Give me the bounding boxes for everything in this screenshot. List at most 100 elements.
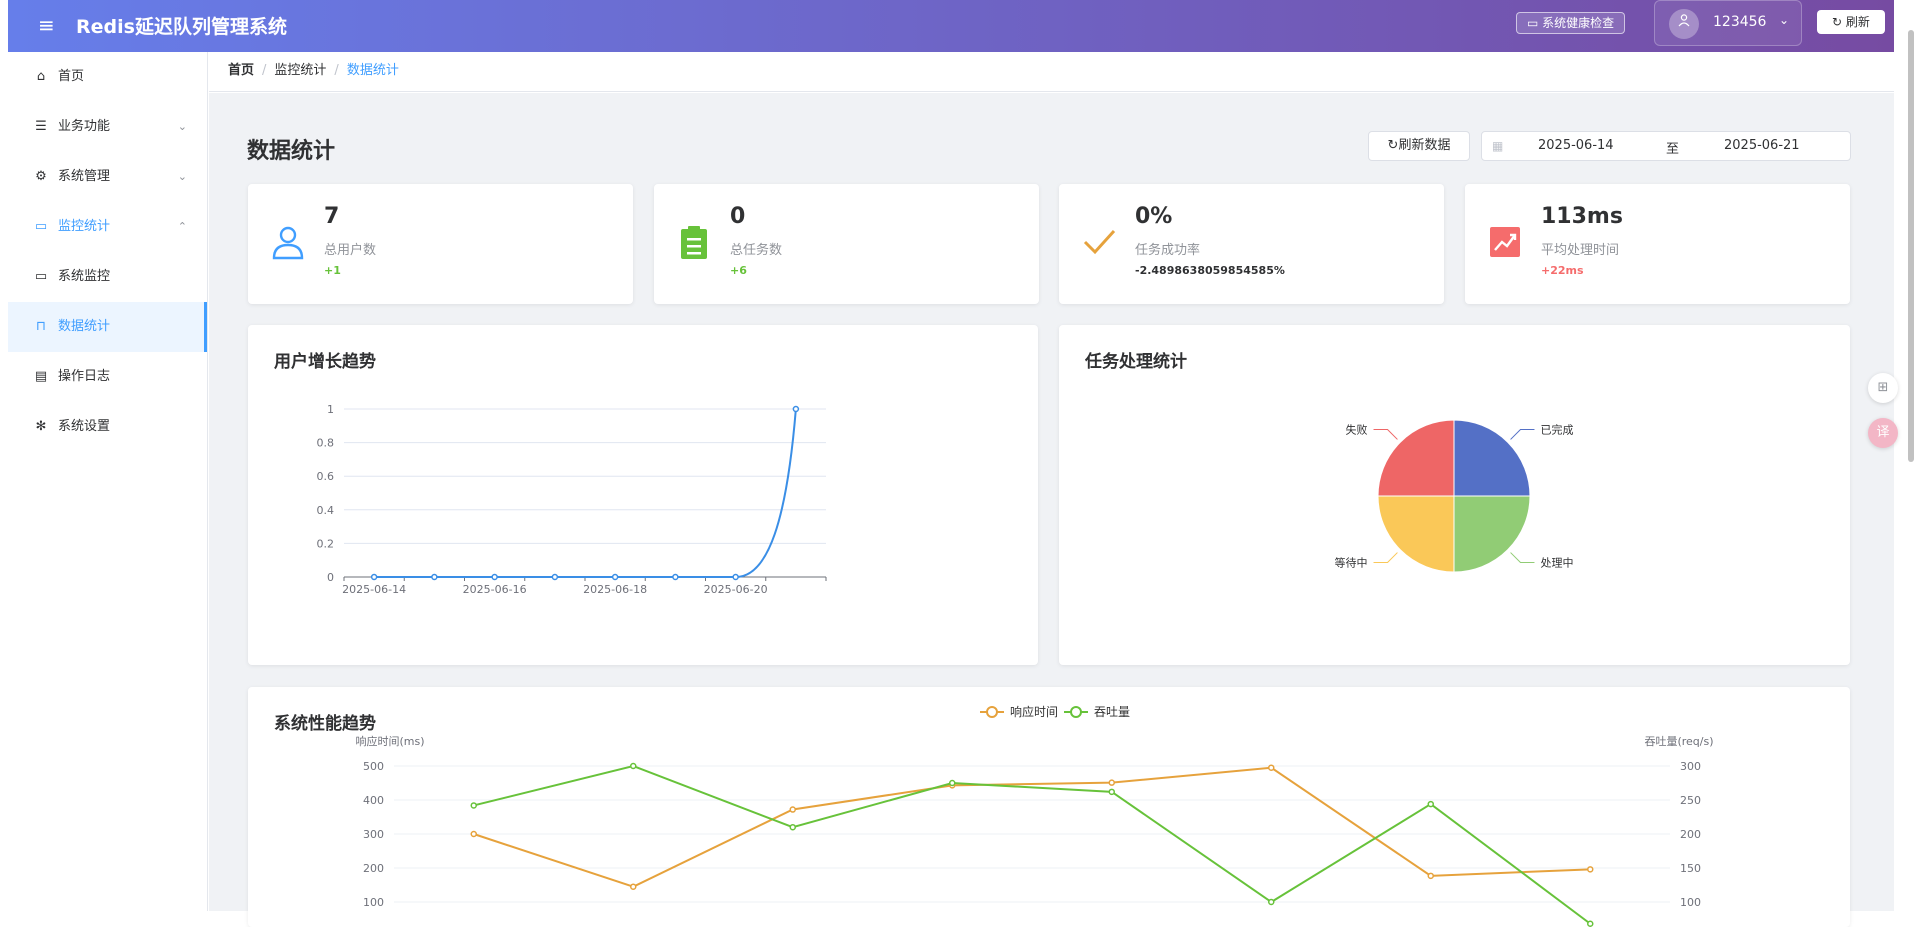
cog-icon: ✻	[35, 419, 47, 434]
x-tick-label: 2025-06-16	[463, 583, 527, 596]
data-point	[1268, 764, 1275, 771]
data-point	[611, 573, 619, 581]
data-point	[491, 573, 498, 581]
sidebar: ⌂ 首页 ☰ 业务功能 ⌄ ⚙ 系统管理 ⌄ ▭ 监控统计 ⌃ ▭ 系统监控 ⊓ 数据统计 …	[8, 52, 208, 911]
reload-data-label: 刷新数据	[1398, 138, 1451, 153]
pie-label-line	[1373, 429, 1398, 440]
data-point	[789, 806, 796, 813]
panel-title: 系统性能趋势	[274, 714, 376, 734]
grid-icon: ⊞	[1877, 380, 1889, 395]
sidebar-item-label: 数据统计	[58, 319, 111, 334]
stat-value: 0	[730, 204, 746, 229]
y-tick-label: 0.8	[317, 437, 335, 450]
stat-label: 任务成功率	[1135, 243, 1201, 258]
y-right-tick-label: 300	[1680, 760, 1701, 773]
stat-value: 113ms	[1541, 204, 1623, 229]
legend-marker	[986, 706, 998, 718]
data-point	[551, 573, 559, 581]
stat-card-avg-time: 113ms 平均处理时间 +22ms	[1465, 184, 1850, 304]
stat-value: 0%	[1135, 204, 1173, 229]
breadcrumb-home[interactable]: 首页	[228, 63, 255, 78]
stat-label: 平均处理时间	[1541, 243, 1620, 258]
data-point	[1587, 866, 1594, 873]
data-point	[370, 573, 378, 581]
performance-chart: 响应时间(ms) 吞吐量(req/s) 100 200 300 400 500 100 150 2…	[355, 704, 1714, 927]
y-left-tick-label: 300	[363, 828, 384, 841]
stat-card-success-rate: 0% 任务成功率 -2.4898638059854585%	[1059, 184, 1444, 304]
home-icon: ⌂	[36, 69, 46, 84]
refresh-button[interactable]: ↻ 刷新	[1817, 10, 1885, 34]
stat-card-users: 7 总用户数 +1	[248, 184, 633, 304]
pie-label: 失败	[1346, 423, 1368, 437]
y-left-tick-label: 400	[363, 794, 384, 807]
breadcrumb-separator: /	[262, 63, 267, 78]
main-content: 数据统计 ↻刷新数据 ▦ 2025-06-14 至 2025-06-21 7 总…	[209, 93, 1894, 927]
stat-change: +1	[324, 264, 341, 277]
date-start[interactable]: 2025-06-14	[1538, 138, 1614, 153]
y-left-tick-label: 500	[363, 760, 384, 773]
sidebar-item-system-settings[interactable]: ✻ 系统设置	[8, 402, 207, 452]
document-icon: ▤	[34, 369, 48, 384]
board-icon: ⊓	[35, 319, 47, 334]
health-check-button[interactable]: ▭ 系统健康检查	[1516, 12, 1626, 34]
sidebar-item-label: 操作日志	[58, 369, 111, 384]
sidebar-item-system-monitor[interactable]: ▭ 系统监控	[8, 252, 207, 302]
monitor-icon: ▭	[34, 219, 48, 234]
breadcrumb: 首页 / 监控统计 / 数据统计	[209, 52, 1894, 92]
data-point	[1587, 920, 1594, 927]
stat-change: -2.4898638059854585%	[1135, 264, 1285, 277]
series-line	[473, 766, 1591, 888]
reload-data-button[interactable]: ↻刷新数据	[1368, 131, 1470, 161]
monitor-icon: ▭	[1527, 16, 1543, 30]
sidebar-item-label: 系统设置	[58, 419, 111, 434]
pie-label-line	[1373, 552, 1398, 563]
sidebar-item-label: 首页	[58, 69, 85, 84]
translate-float-button[interactable]: 译	[1868, 418, 1898, 448]
sliders-icon: ☰	[35, 119, 47, 134]
sidebar-item-system-management[interactable]: ⚙ 系统管理 ⌄	[8, 152, 207, 202]
sidebar-item-operation-log[interactable]: ▤ 操作日志	[8, 352, 207, 402]
apps-float-button[interactable]: ⊞	[1868, 373, 1898, 403]
panel-title: 任务处理统计	[1085, 352, 1187, 372]
y-right-tick-label: 150	[1680, 862, 1701, 875]
chevron-down-icon: ⌄	[1779, 13, 1790, 27]
date-end[interactable]: 2025-06-21	[1724, 138, 1800, 153]
stat-label: 总用户数	[324, 243, 377, 258]
menu-toggle-icon[interactable]: ≡	[38, 13, 55, 37]
series-line	[374, 408, 797, 578]
scrollbar-thumb[interactable]	[1908, 30, 1914, 462]
data-point	[949, 779, 956, 787]
stat-change: +22ms	[1541, 264, 1584, 277]
stat-label: 总任务数	[730, 243, 783, 258]
date-range-picker[interactable]: ▦ 2025-06-14 至 2025-06-21	[1481, 131, 1851, 161]
sidebar-item-monitoring[interactable]: ▭ 监控统计 ⌃	[8, 202, 207, 252]
stat-card-tasks: 0 总任务数 +6	[654, 184, 1039, 304]
user-menu[interactable]: 123456 ⌄	[1654, 0, 1802, 46]
clipboard-icon	[681, 226, 707, 259]
y-left-axis-label: 响应时间(ms)	[355, 734, 424, 748]
check-icon	[1083, 229, 1116, 255]
data-point	[630, 883, 637, 890]
page-title: 数据统计	[247, 139, 336, 164]
data-point	[630, 762, 637, 770]
legend-label: 吞吐量	[1094, 705, 1130, 719]
data-point	[1427, 800, 1434, 808]
trend-icon	[1490, 227, 1520, 257]
data-point	[1268, 898, 1275, 906]
y-left-tick-label: 200	[363, 862, 384, 875]
translate-icon: 译	[1876, 425, 1890, 440]
x-tick-label: 2025-06-18	[583, 583, 647, 596]
sidebar-item-business[interactable]: ☰ 业务功能 ⌄	[8, 102, 207, 152]
pie-slice	[1377, 419, 1455, 497]
sidebar-item-data-statistics[interactable]: ⊓ 数据统计	[8, 302, 207, 352]
stat-change: +6	[730, 264, 747, 277]
y-right-axis-label: 吞吐量(req/s)	[1644, 735, 1713, 748]
refresh-label: 刷新	[1845, 15, 1870, 29]
sidebar-item-home[interactable]: ⌂ 首页	[8, 52, 207, 102]
sidebar-item-label: 业务功能	[58, 119, 111, 134]
avatar	[1669, 9, 1699, 39]
user-icon	[272, 226, 304, 260]
breadcrumb-monitoring[interactable]: 监控统计	[274, 63, 327, 78]
y-tick-label: 0.4	[317, 504, 335, 517]
